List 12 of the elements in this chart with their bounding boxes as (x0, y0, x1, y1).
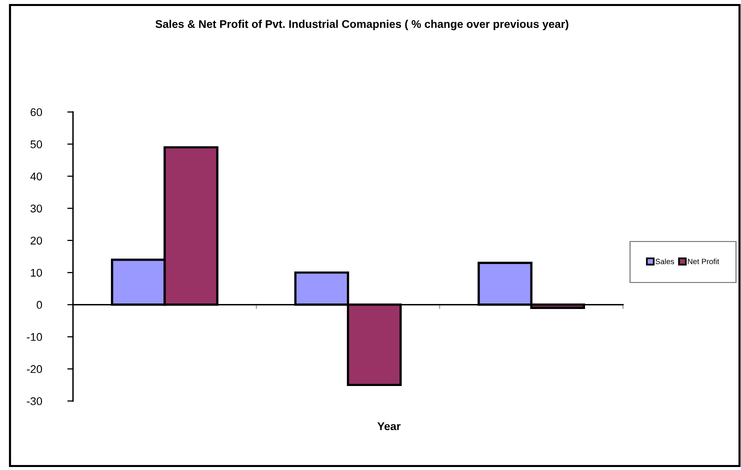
y-tick-label: 10 (30, 268, 42, 277)
y-tick-label: -10 (26, 333, 42, 341)
y-tick-label: 60 (30, 108, 42, 116)
y-tick-label: 0 (36, 300, 42, 309)
y-tick-label: -30 (26, 397, 42, 406)
y-tick-label: 30 (30, 204, 42, 212)
y-tick-label: -20 (26, 365, 42, 374)
y-tick-label: 50 (30, 140, 42, 148)
y-tick-label: 20 (30, 236, 42, 245)
x-axis-title: Year (377, 422, 401, 430)
y-tick-label: 40 (30, 172, 42, 180)
chart-title: Sales & Net Profit of Pvt. Industrial Comapnies ( % change over previous year) (155, 20, 568, 30)
